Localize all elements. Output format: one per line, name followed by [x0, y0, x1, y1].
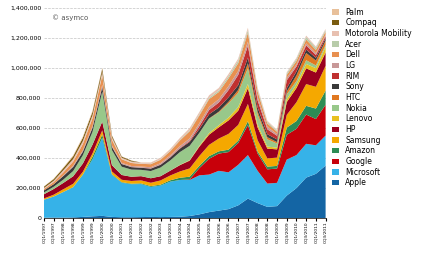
Legend: Palm, Compaq, Motorola Mobility, Acer, Dell, LG, RIM, Sony, HTC, Nokia, Lenovo, : Palm, Compaq, Motorola Mobility, Acer, D… [332, 8, 412, 188]
Text: © asymco: © asymco [52, 14, 89, 21]
